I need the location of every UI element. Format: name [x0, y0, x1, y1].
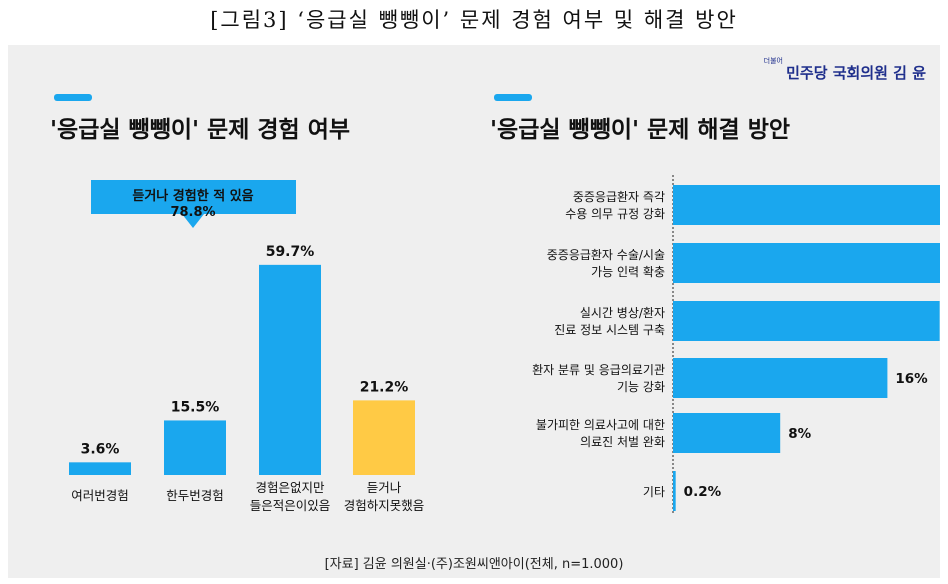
tick-label: 들은적은이있음 — [250, 498, 331, 513]
brand-logo: 민주당 국회의원 김 윤 — [786, 64, 926, 82]
bar — [673, 471, 676, 511]
brand-small-text: 더불어 — [763, 57, 783, 65]
tick-label: 기능 강화 — [617, 380, 665, 394]
tick-label: 실시간 병상/환자 — [580, 306, 665, 320]
bar — [673, 301, 940, 341]
tick-label: 중증응급환자 수술/시술 — [547, 248, 665, 262]
tick-label: 중증응급환자 즉각 — [573, 190, 665, 204]
annotation-text: 듣거나 경험한 적 있음 — [132, 188, 253, 204]
bar — [259, 264, 321, 475]
data-label: 8% — [788, 426, 811, 442]
data-label: 0.2% — [684, 484, 722, 500]
tick-label: 경험하지못했음 — [344, 498, 425, 513]
annotation-text: 78.8% — [170, 205, 215, 220]
bar — [673, 243, 940, 283]
tick-label: 수용 의무 규정 강화 — [565, 207, 665, 221]
annotation-callout — [91, 180, 296, 228]
data-label: 16% — [895, 371, 928, 387]
bar — [673, 413, 781, 453]
data-label: 15.5% — [171, 399, 220, 415]
data-label: 21.2% — [360, 379, 409, 395]
tick-label: 한두번경험 — [166, 488, 224, 503]
bar — [673, 358, 888, 398]
tick-label: 듣거나 — [367, 480, 402, 495]
data-label: 3.6% — [81, 441, 120, 457]
data-label: 59.7% — [266, 244, 315, 260]
bar — [353, 400, 415, 475]
tick-label: 가능 인력 확충 — [591, 265, 665, 279]
tick-label: 기타 — [643, 485, 665, 499]
right-title-accent — [494, 94, 532, 101]
tick-label: 여러번경험 — [71, 488, 129, 503]
right-chart-title: '응급실 뺑뺑이' 문제 해결 방안 — [490, 117, 791, 143]
tick-label: 환자 분류 및 응급의료기관 — [532, 363, 665, 377]
left-title-accent — [54, 94, 92, 101]
left-chart-title: '응급실 뺑뺑이' 문제 경험 여부 — [50, 117, 351, 143]
figure-title: [그림3] ‘응급실 뺑뺑이’ 문제 경험 여부 및 해결 방안 — [210, 8, 738, 32]
bar — [69, 462, 131, 475]
tick-label: 불가피한 의료사고에 대한 — [536, 418, 665, 432]
bar — [673, 185, 940, 225]
footer-source: [자료] 김윤 의원실·(주)조원씨앤아이(전체, n=1.000) — [324, 557, 624, 572]
tick-label: 진료 정보 시스템 구축 — [554, 323, 665, 337]
left-chart: 3.6% 15.5% 59.7% 21.2% 여러번경험 한두번경험 경험은없지만들은적은이… — [69, 180, 425, 513]
tick-label: 경험은없지만 — [255, 480, 325, 495]
bar — [164, 420, 226, 475]
tick-label: 의료진 처벌 완화 — [580, 435, 665, 449]
